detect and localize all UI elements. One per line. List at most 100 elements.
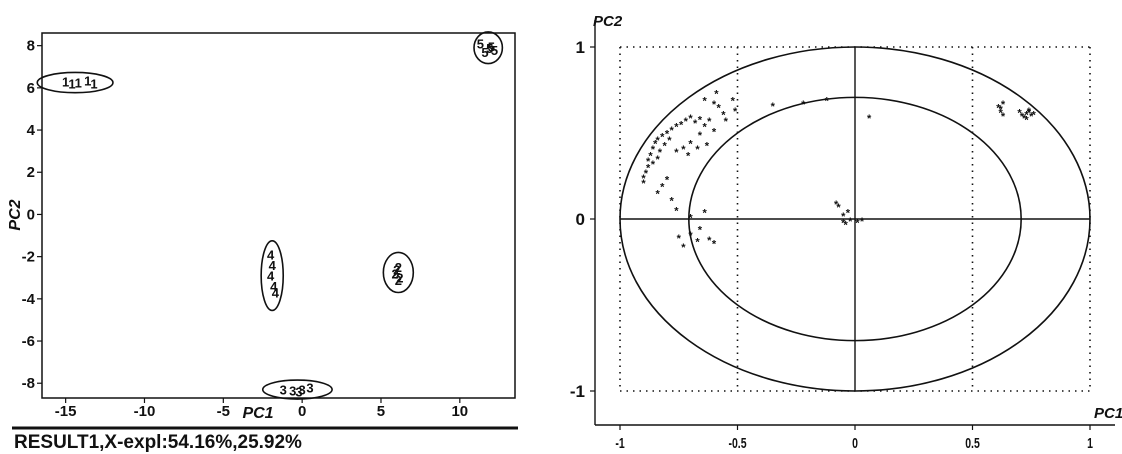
loading-point: *	[707, 235, 712, 247]
left-plot-frame	[41, 32, 516, 399]
outer-correlation-circle	[619, 46, 1091, 392]
score-point-group-3: 3	[289, 384, 296, 399]
loading-point: *	[688, 230, 693, 242]
score-point-group-2: 2	[393, 262, 400, 277]
score-point-group-2: 2	[395, 260, 402, 275]
loading-point: *	[1001, 111, 1006, 123]
loading-point: *	[646, 163, 651, 175]
loading-point: *	[695, 237, 700, 249]
loading-point: *	[702, 121, 707, 133]
loading-point: *	[648, 151, 653, 163]
loading-point: *	[1027, 106, 1032, 118]
loading-point: *	[686, 151, 691, 163]
loading-point: *	[834, 199, 839, 211]
loading-point: *	[721, 109, 726, 121]
loading-point: *	[646, 156, 651, 168]
right-x-axis-label: PC1	[1094, 405, 1122, 422]
loading-point: *	[841, 211, 846, 223]
loading-point: *	[674, 206, 679, 218]
loading-point: *	[1024, 109, 1029, 121]
score-point-group-3: 3	[299, 383, 306, 398]
left-y-tick-label: 4	[27, 122, 36, 139]
loading-point: *	[674, 121, 679, 133]
loading-point: *	[841, 218, 846, 230]
loading-point: *	[771, 101, 776, 113]
loading-point: *	[670, 195, 675, 207]
score-point-group-3: 3	[295, 385, 302, 400]
loading-point: *	[688, 139, 693, 151]
loading-point: *	[702, 96, 707, 108]
loading-point: *	[693, 118, 698, 130]
score-point-group-1: 1	[90, 77, 97, 92]
left-y-tick-label: -2	[22, 249, 35, 266]
group-ellipse-4	[260, 240, 285, 312]
loading-point: *	[848, 216, 853, 228]
left-x-tick-label: -5	[217, 403, 230, 420]
score-point-group-2: 2	[396, 271, 403, 286]
right-x-tick-label: 0.5	[965, 434, 980, 451]
loading-point: *	[1022, 113, 1027, 125]
loading-point: *	[1020, 111, 1025, 123]
loading-point: *	[665, 175, 670, 187]
loading-point: *	[698, 130, 703, 142]
group-ellipse-2	[382, 251, 415, 294]
right-x-tick-label: 0	[852, 434, 858, 451]
score-point-group-5: 5	[491, 43, 498, 58]
loading-point: *	[733, 106, 738, 118]
loading-point: *	[731, 96, 736, 108]
score-point-group-1: 1	[84, 73, 91, 88]
group-ellipse-1	[36, 71, 114, 94]
loading-point: *	[644, 168, 649, 180]
loading-point: *	[860, 216, 865, 228]
score-point-group-3: 3	[280, 383, 287, 398]
loading-point: *	[651, 144, 656, 156]
loading-point: *	[712, 127, 717, 139]
loading-point: *	[855, 218, 860, 230]
loading-point: *	[695, 144, 700, 156]
inner-correlation-circle	[688, 96, 1022, 342]
loading-point: *	[1001, 99, 1006, 111]
right-x-tick-label: -1	[615, 434, 624, 451]
loading-point: *	[996, 102, 1001, 114]
right-y-axis-label: PC2	[593, 13, 623, 30]
loading-point: *	[714, 89, 719, 101]
loading-point: *	[1017, 108, 1022, 120]
left-y-axis-label: PC2	[7, 199, 24, 230]
right-x-tick-label: 1	[1087, 434, 1093, 451]
score-point-group-2: 2	[392, 267, 399, 282]
score-point-group-1: 1	[75, 76, 82, 91]
loading-point: *	[712, 238, 717, 250]
score-point-group-4: 4	[269, 258, 277, 273]
left-x-axis-label: PC1	[242, 405, 273, 422]
group-ellipse-5	[473, 31, 504, 65]
loading-point: *	[698, 115, 703, 127]
loading-point: *	[1024, 115, 1029, 127]
score-point-group-5: 5	[481, 45, 488, 60]
left-y-tick-label: 6	[27, 80, 35, 97]
loading-point: *	[867, 113, 872, 125]
left-x-tick-label: 5	[377, 403, 385, 420]
loading-point: *	[679, 120, 684, 132]
right-y-tick-label: -1	[570, 382, 585, 401]
loading-point: *	[660, 182, 665, 194]
loading-point: *	[825, 96, 830, 108]
loading-point: *	[698, 225, 703, 237]
loading-point: *	[677, 233, 682, 245]
loading-point: *	[724, 116, 729, 128]
right-y-tick-label: 1	[576, 38, 585, 57]
loading-point: *	[702, 207, 707, 219]
score-point-group-1: 1	[62, 75, 69, 90]
score-point-group-4: 4	[267, 248, 275, 263]
loading-point: *	[1031, 109, 1036, 121]
loading-point: *	[681, 242, 686, 254]
left-y-tick-label: 0	[27, 206, 35, 223]
loading-point: *	[651, 159, 656, 171]
score-point-group-2: 2	[395, 273, 402, 288]
loading-point: *	[688, 113, 693, 125]
loading-point: *	[999, 108, 1004, 120]
left-x-tick-label: -10	[134, 403, 156, 420]
loading-point: *	[663, 140, 668, 152]
score-point-group-3: 3	[306, 380, 313, 395]
loading-point: *	[801, 99, 806, 111]
